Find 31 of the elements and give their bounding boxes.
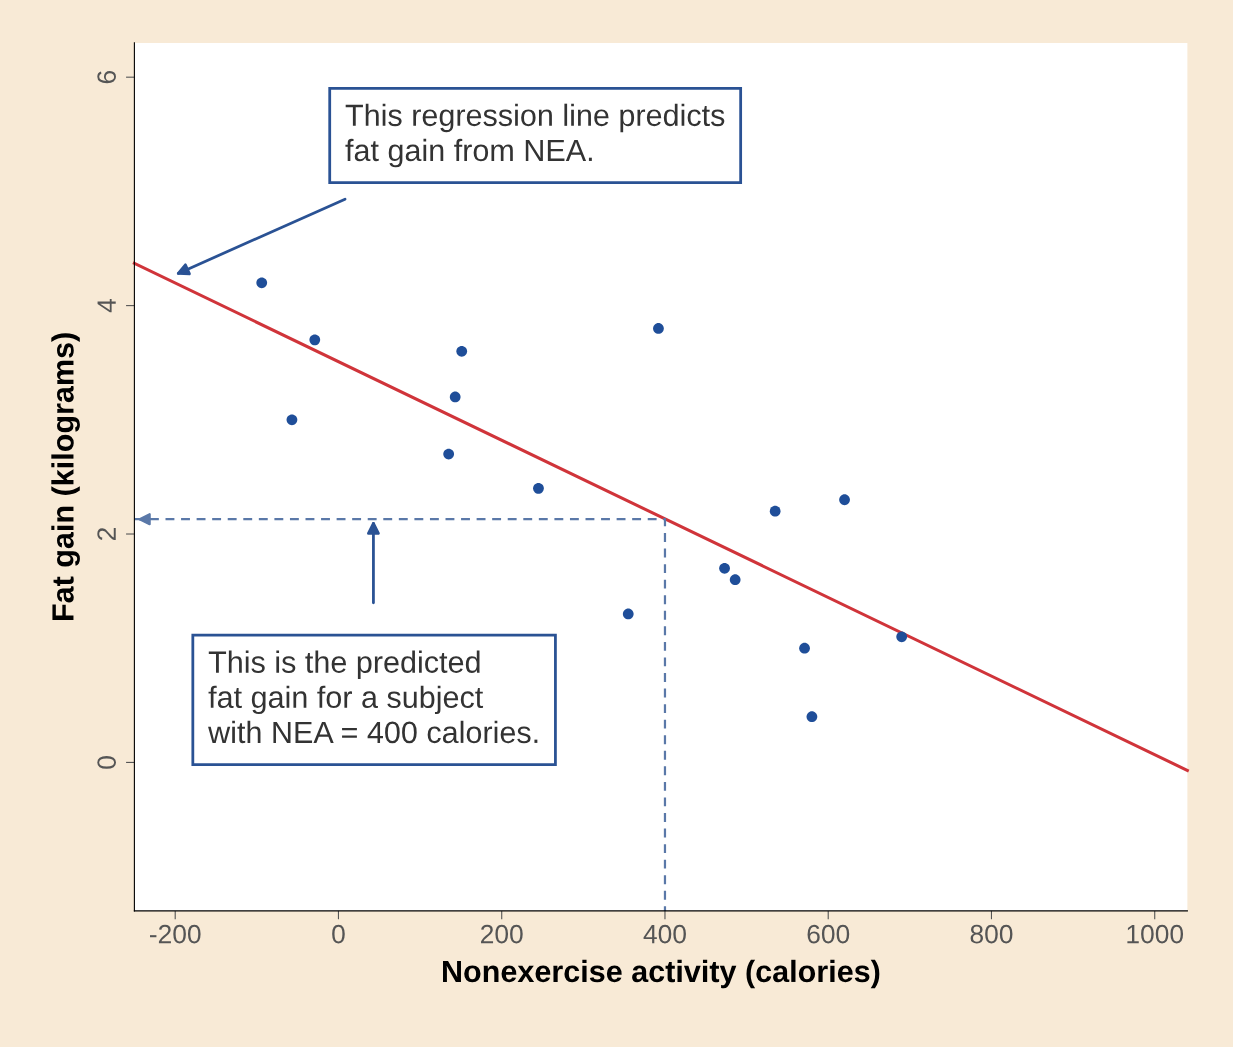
x-tick-label: 0 (332, 924, 345, 944)
point (806, 711, 818, 723)
y-tick-label: 4 (97, 299, 116, 313)
y-tick-label: 6 (97, 71, 116, 84)
annotation: This regression line predicts fat gain from NEA. (345, 103, 725, 168)
point (256, 277, 268, 289)
point (653, 323, 664, 334)
point (449, 391, 461, 403)
point (799, 642, 810, 654)
x-tick-label: 200 (481, 924, 523, 944)
x-tick-label: -200 (149, 924, 201, 944)
point (769, 505, 781, 517)
point (729, 574, 741, 586)
point (839, 494, 850, 506)
x-tick-label: 1000 (1127, 924, 1184, 944)
annotation: This is the predicted fat gain for a subject with NEA = 400 calories. (208, 650, 538, 744)
point (286, 414, 298, 426)
x-tick-label: 800 (970, 924, 1013, 944)
point (719, 562, 730, 574)
y-tick-label: 0 (97, 756, 116, 769)
point (456, 345, 468, 357)
point (309, 334, 321, 346)
y-axis-title: Fat gain (kilograms) (51, 333, 80, 621)
y-tick-label: 2 (97, 528, 116, 541)
point (443, 448, 455, 460)
x-axis-title: Nonexercise activity (calories) (443, 959, 880, 989)
x-tick-label: 400 (643, 924, 686, 944)
point (622, 608, 634, 620)
point (896, 631, 908, 643)
point (533, 482, 544, 494)
x-tick-label: 600 (807, 924, 850, 944)
